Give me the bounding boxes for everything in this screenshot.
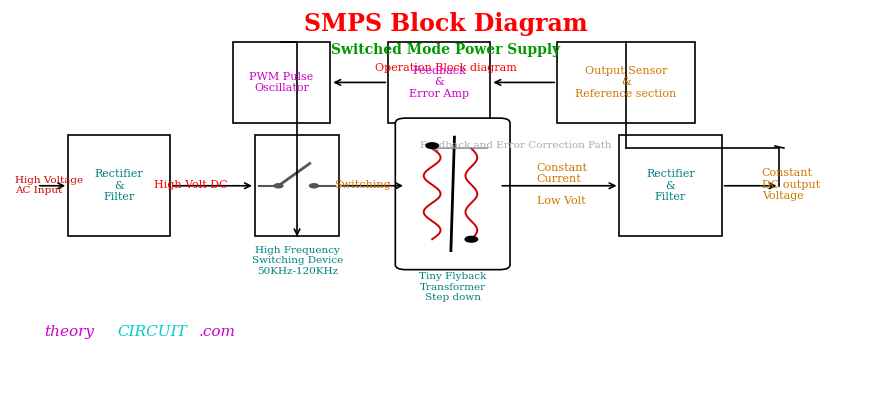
Text: .com: .com: [199, 325, 235, 339]
Text: Operation Block diagram: Operation Block diagram: [375, 63, 517, 73]
FancyBboxPatch shape: [395, 118, 510, 270]
Text: Rectifier
&
Filter: Rectifier & Filter: [646, 169, 695, 202]
Text: CIRCUIT: CIRCUIT: [118, 325, 187, 339]
Text: Feedback and Error Correction Path: Feedback and Error Correction Path: [419, 141, 611, 150]
Text: Switched Mode Power Supply: Switched Mode Power Supply: [331, 43, 561, 57]
Text: Rectifier
&
Filter: Rectifier & Filter: [95, 169, 144, 202]
FancyBboxPatch shape: [233, 42, 330, 123]
Text: Low Volt: Low Volt: [537, 196, 585, 206]
Circle shape: [425, 143, 438, 149]
Text: theory: theory: [44, 325, 94, 339]
Circle shape: [274, 184, 283, 188]
Text: Tiny Flyback
Transformer
Step down: Tiny Flyback Transformer Step down: [419, 272, 487, 302]
FancyBboxPatch shape: [619, 135, 722, 236]
Text: Switching: Switching: [334, 180, 391, 190]
Text: High Voltage
AC Input: High Voltage AC Input: [15, 176, 83, 195]
Circle shape: [310, 184, 318, 188]
FancyBboxPatch shape: [558, 42, 695, 123]
FancyBboxPatch shape: [68, 135, 170, 236]
Text: High Frequency
Switching Device
50KHz-120KHz: High Frequency Switching Device 50KHz-12…: [252, 246, 343, 276]
Text: SMPS Block Diagram: SMPS Block Diagram: [304, 12, 588, 35]
Text: Output Sensor
&
Reference section: Output Sensor & Reference section: [575, 66, 677, 99]
Text: Constant
DC output
Voltage: Constant DC output Voltage: [762, 168, 820, 201]
Text: Feedback
&
Error Amp: Feedback & Error Amp: [409, 66, 469, 99]
Circle shape: [465, 236, 477, 242]
FancyBboxPatch shape: [255, 135, 339, 236]
Text: PWM Pulse
Oscillator: PWM Pulse Oscillator: [250, 72, 314, 93]
Text: High Volt DC: High Volt DC: [154, 180, 227, 190]
FancyBboxPatch shape: [388, 42, 491, 123]
Text: Constant
Current: Constant Current: [537, 163, 588, 184]
